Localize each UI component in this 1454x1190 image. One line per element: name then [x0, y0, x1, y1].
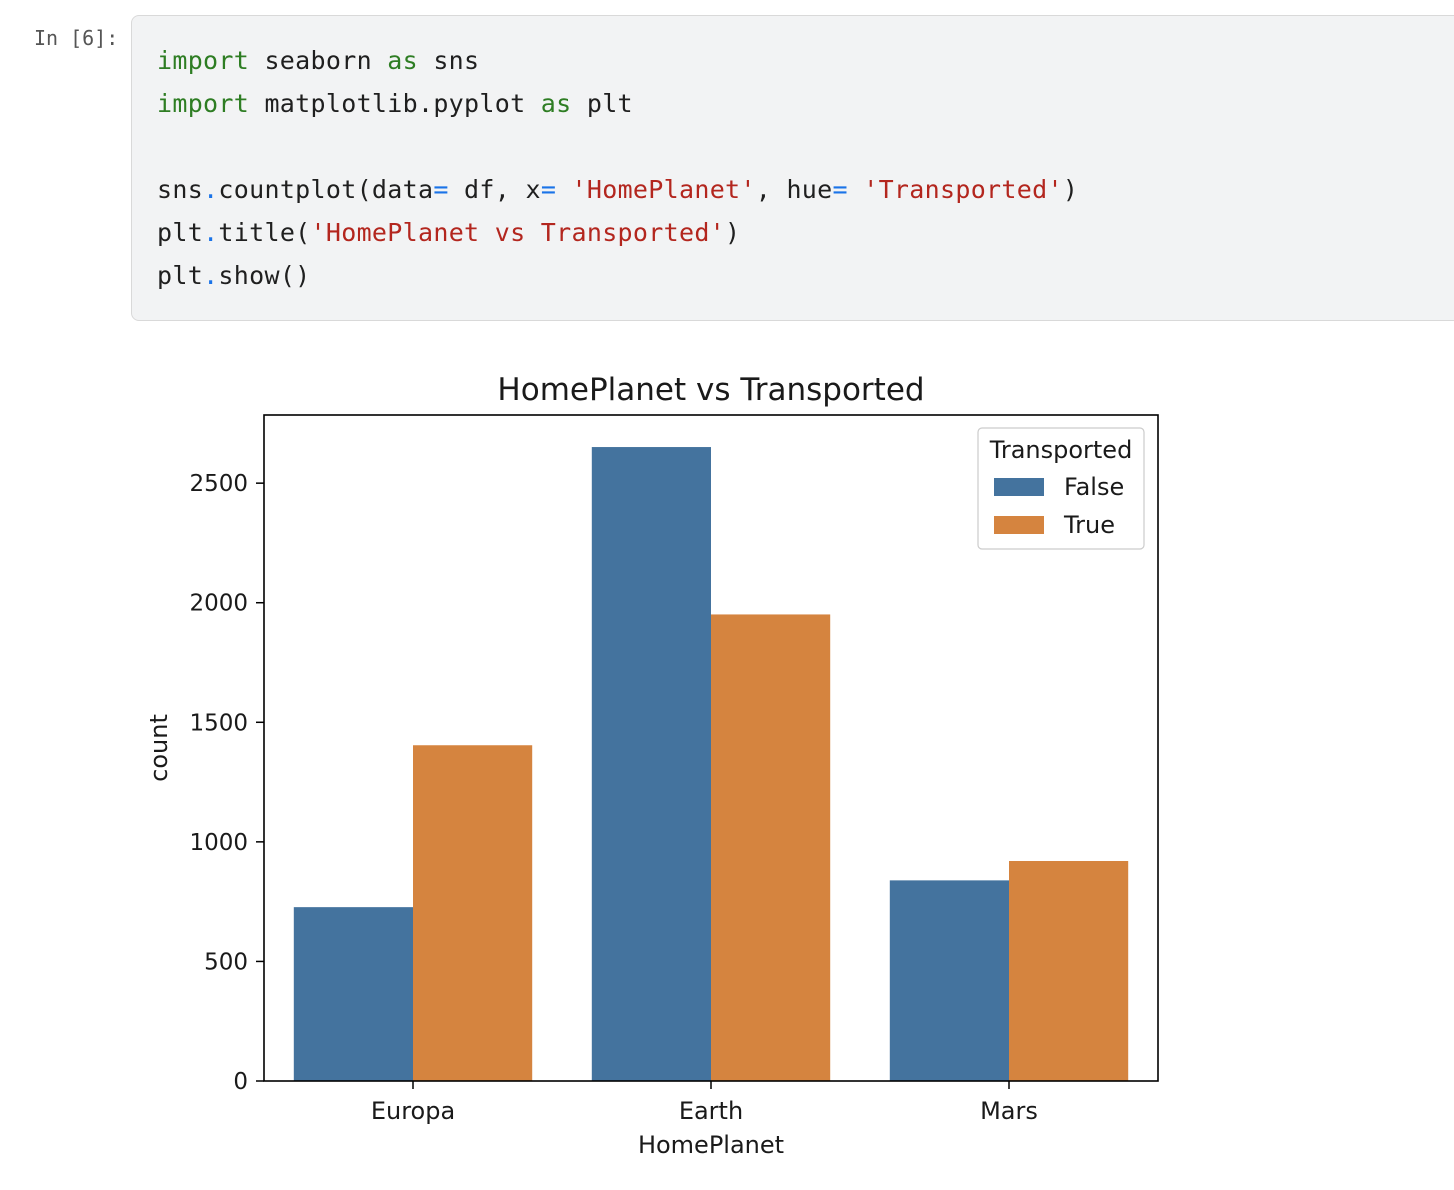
bar-true-europa	[413, 745, 533, 1081]
y-tick-label: 1500	[189, 710, 248, 736]
code-line: plt.show()	[157, 261, 311, 290]
code-line: import seaborn as sns	[157, 46, 480, 75]
code-cell[interactable]: import seaborn as sns import matplotlib.…	[131, 15, 1454, 321]
x-axis-label: HomePlanet	[638, 1131, 784, 1159]
bar-false-europa	[293, 907, 413, 1081]
legend-label: False	[1064, 473, 1124, 501]
x-axis: Europa Earth Mars	[371, 1081, 1038, 1125]
code-line: import matplotlib.pyplot as plt	[157, 89, 633, 118]
chart-title: HomePlanet vs Transported	[497, 372, 924, 408]
y-axis: 0 500 1000 1500 2000 2500	[189, 471, 264, 1095]
x-tick-label: Earth	[679, 1097, 743, 1125]
bars-group	[293, 447, 1129, 1081]
y-tick-label: 0	[233, 1069, 248, 1095]
legend-swatch	[994, 516, 1044, 534]
bar-false-mars	[889, 880, 1009, 1081]
legend: Transported False True	[977, 427, 1145, 550]
bar-false-earth	[591, 447, 711, 1081]
y-tick-label: 500	[204, 949, 248, 975]
bar-true-mars	[1009, 860, 1129, 1081]
y-tick-label: 2000	[189, 591, 248, 617]
legend-swatch	[994, 478, 1044, 496]
x-tick-label: Europa	[371, 1097, 455, 1125]
code-line: plt.title('HomePlanet vs Transported')	[157, 218, 741, 247]
x-tick-label: Mars	[980, 1097, 1038, 1125]
y-tick-label: 1000	[189, 830, 248, 856]
cell-prompt: In [6]:	[34, 26, 119, 50]
plot-frame	[263, 414, 1159, 1082]
countplot-chart: HomePlanet vs Transported 0 500 1000 1500 20…	[145, 372, 1159, 1159]
code-line: sns.countplot(data= df, x= 'HomePlanet',…	[157, 175, 1079, 204]
legend-label: True	[1063, 511, 1115, 539]
y-tick-label: 2500	[189, 471, 248, 497]
legend-title: Transported	[989, 436, 1133, 464]
bar-true-earth	[711, 614, 831, 1081]
cell-output: HomePlanet vs Transported 0 500 1000 1500 20…	[0, 340, 1454, 1190]
y-axis-label: count	[145, 714, 173, 782]
